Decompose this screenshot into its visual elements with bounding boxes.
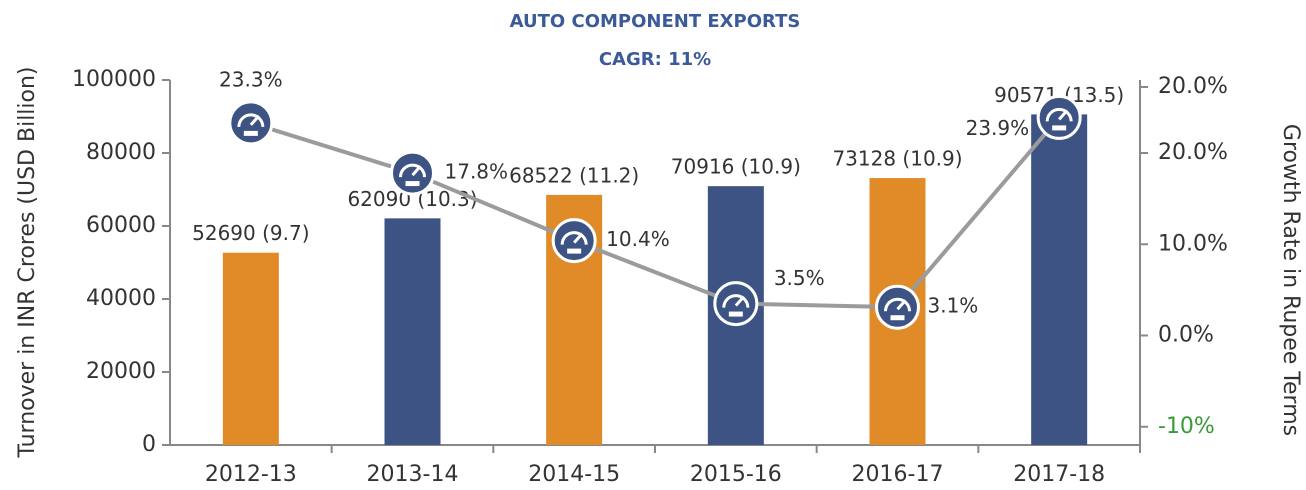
y-tick-label: 60000 [86, 213, 156, 238]
x-tick-label: 2014-15 [528, 462, 620, 487]
bar [1031, 114, 1088, 446]
bar [384, 218, 441, 445]
y2-tick-label: 20.0% [1158, 74, 1228, 99]
y-tick-label: 0 [142, 432, 156, 457]
y-tick-label: 40000 [86, 286, 156, 311]
y2-tick-label: 20.0% [1158, 140, 1228, 165]
gauge-base [1052, 125, 1067, 131]
chart-title: AUTO COMPONENT EXPORTS [510, 11, 801, 32]
gauge-base [243, 130, 258, 136]
growth-line [250, 116, 1061, 310]
y2-tick-label: 10.0% [1158, 231, 1228, 256]
bar-value-label: 73128 (10.9) [832, 147, 962, 171]
y-tick-label: 80000 [86, 140, 156, 165]
growth-value-label: 17.8% [445, 160, 509, 184]
gauge-dial [237, 113, 265, 128]
gauge-needle [896, 299, 907, 311]
bar-value-label: 68522 (11.2) [509, 163, 639, 187]
gauge-dial [884, 297, 911, 312]
gauge-dial [722, 294, 750, 308]
x-tick-label: 2013-14 [367, 462, 459, 487]
x-tick-label: 2017-18 [1013, 462, 1105, 487]
y-axis-title: Turnover in INR Crores (USD Billion) [15, 66, 40, 458]
bar-value-label: 52690 (9.7) [192, 221, 309, 245]
growth-value-label: 10.4% [606, 227, 670, 251]
growth-value-label: 3.5% [774, 266, 825, 290]
gauge-dial [399, 163, 426, 178]
gauge-base [728, 311, 743, 317]
growth-value-label: 3.1% [928, 294, 979, 318]
gauge-dial [560, 231, 588, 245]
y2-tick-label: -10% [1158, 414, 1215, 439]
x-tick-label: 2012-13 [205, 462, 297, 487]
y-tick-label: 20000 [86, 359, 156, 384]
x-tick-label: 2016-17 [852, 462, 944, 487]
growth-value-label: 23.9% [966, 116, 1030, 140]
bar [222, 252, 279, 445]
y2-tick-label: 0.0% [1158, 323, 1214, 348]
gauge-needle [249, 114, 260, 126]
gauge-base [405, 181, 420, 187]
gauge-dial [1045, 107, 1073, 122]
bar-value-label: 70916 (10.9) [671, 155, 801, 179]
gauge-needle [573, 232, 584, 244]
x-tick-label: 2015-16 [690, 462, 782, 487]
y2-axis-title: Growth Rate in Rupee Terms [1278, 124, 1303, 436]
y-tick-label: 100000 [72, 67, 156, 92]
gauge-needle [1058, 109, 1069, 121]
gauge-needle [734, 295, 745, 307]
gauge-needle [411, 165, 422, 177]
gauge-base [567, 248, 582, 254]
gauge-base [890, 315, 905, 321]
chart-subtitle: CAGR: 11% [599, 49, 711, 70]
growth-value-label: 23.3% [219, 67, 283, 91]
